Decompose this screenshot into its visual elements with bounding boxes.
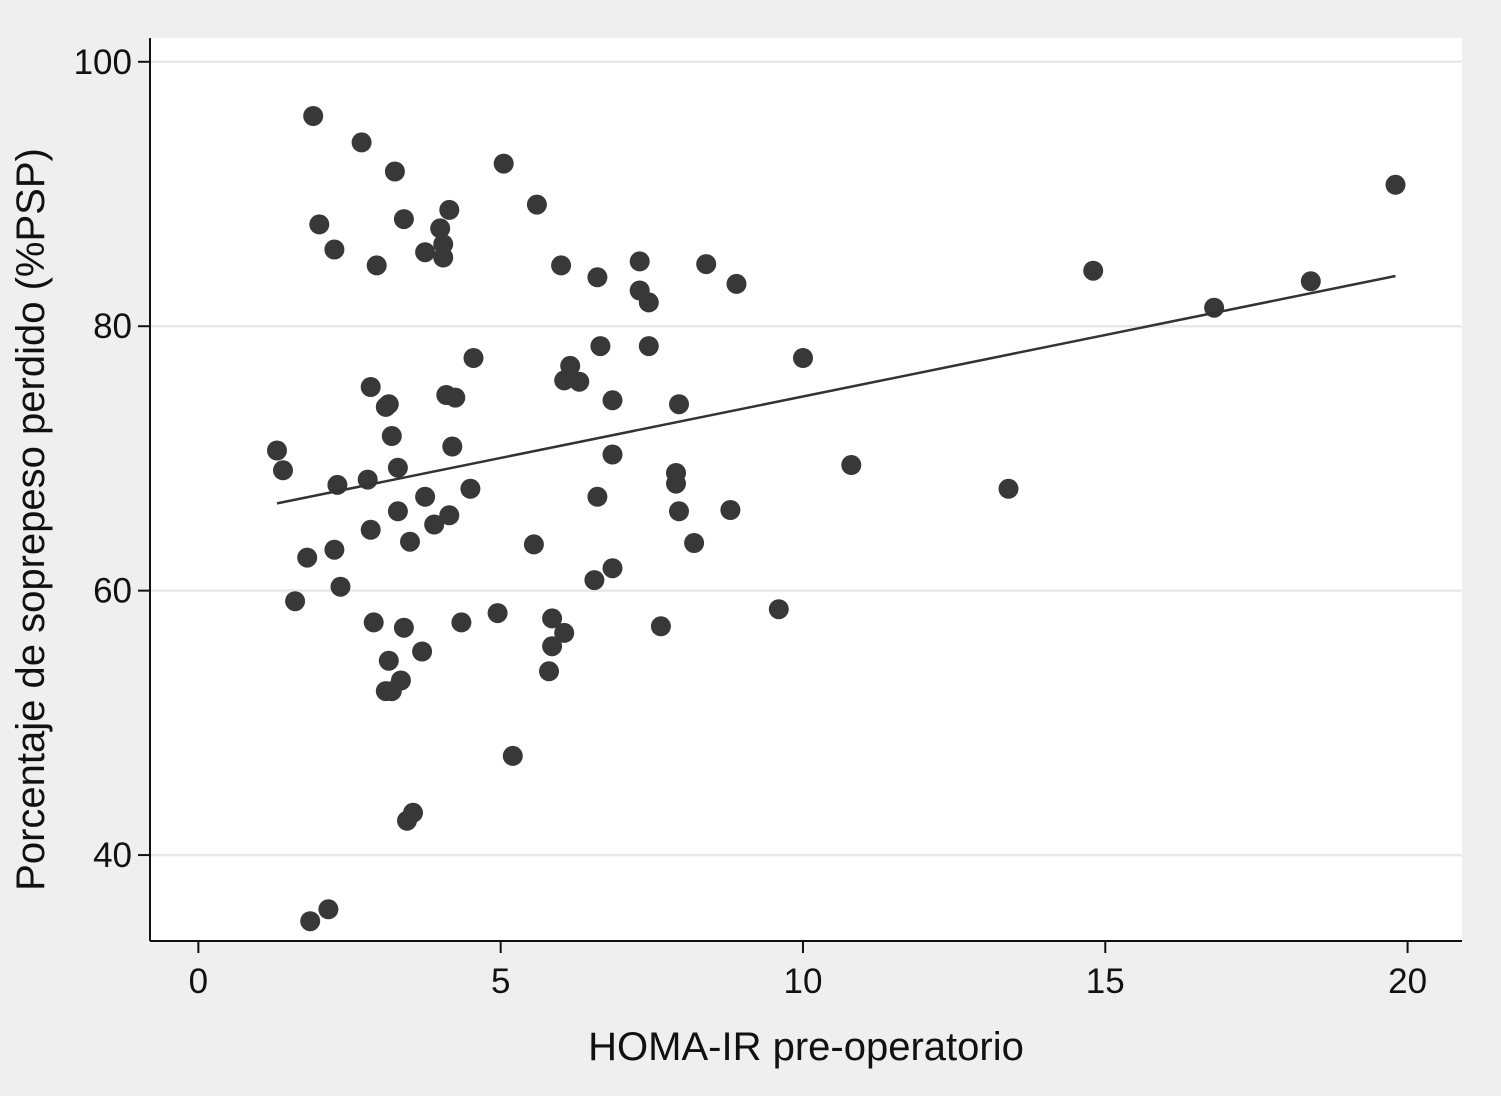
data-point	[412, 641, 433, 662]
x-tick-label-5: 5	[491, 962, 510, 1001]
data-point	[273, 460, 293, 481]
data-point	[696, 254, 717, 275]
data-point	[793, 348, 813, 368]
y-axis-ticks: 40 60 80 100	[74, 43, 150, 875]
data-point	[584, 570, 605, 591]
data-point	[393, 617, 414, 638]
data-point	[650, 616, 671, 637]
y-tick-label-60: 60	[93, 572, 132, 611]
data-point	[602, 444, 623, 465]
data-point	[439, 505, 460, 526]
data-point	[390, 670, 411, 691]
data-point	[387, 457, 408, 478]
data-point	[360, 377, 381, 397]
data-point	[602, 390, 623, 411]
data-point	[442, 436, 463, 457]
data-point	[841, 455, 862, 475]
data-point	[638, 336, 659, 357]
data-point	[363, 612, 384, 633]
data-point	[998, 478, 1019, 499]
data-point	[463, 348, 484, 368]
data-points	[267, 106, 1406, 932]
data-point	[542, 636, 563, 657]
data-point	[303, 106, 324, 126]
data-point	[378, 650, 399, 671]
data-point	[360, 519, 381, 540]
data-point	[309, 214, 330, 235]
data-point	[285, 591, 306, 612]
data-point	[666, 473, 686, 494]
data-point	[381, 426, 402, 446]
data-point	[526, 194, 547, 215]
axes	[149, 38, 1462, 942]
y-axis-title: Porcentaje de soprepeso perdido (%PSP)	[9, 148, 53, 891]
data-point	[669, 501, 689, 522]
data-point	[539, 661, 559, 682]
data-point	[669, 394, 689, 415]
data-point	[433, 247, 454, 268]
data-point	[1300, 271, 1321, 292]
data-point	[451, 612, 472, 633]
data-point	[460, 478, 481, 499]
fit-line	[276, 274, 1396, 505]
gridlines	[150, 60, 1462, 857]
data-point	[393, 209, 414, 230]
data-point	[629, 251, 650, 272]
data-point	[300, 911, 321, 932]
data-point	[1385, 174, 1406, 195]
data-point	[297, 547, 318, 568]
data-point	[542, 608, 563, 629]
data-point	[569, 371, 590, 392]
y-tick-label-40: 40	[93, 836, 132, 875]
data-point	[318, 899, 339, 920]
data-point	[400, 531, 420, 552]
data-point	[602, 558, 623, 579]
y-tick-label-100: 100	[74, 43, 132, 82]
data-point	[403, 802, 423, 823]
x-tick-label-20: 20	[1388, 962, 1427, 1001]
data-point	[439, 199, 460, 220]
data-point	[502, 745, 523, 766]
data-point	[351, 132, 372, 153]
x-tick-label-0: 0	[189, 962, 208, 1001]
data-point	[638, 292, 659, 313]
data-point	[551, 255, 572, 276]
data-point	[324, 539, 345, 560]
y-tick-label-80: 80	[93, 307, 132, 346]
data-point	[366, 255, 387, 276]
data-point	[415, 486, 436, 507]
x-tick-label-10: 10	[784, 962, 823, 1001]
data-point	[487, 603, 508, 624]
data-point	[267, 440, 287, 461]
data-point	[424, 514, 445, 535]
data-point	[590, 336, 611, 357]
data-point	[768, 599, 789, 620]
data-point	[560, 355, 581, 376]
data-point	[430, 218, 451, 239]
data-point	[720, 500, 741, 520]
data-point	[384, 161, 405, 182]
data-point	[378, 394, 399, 415]
data-point	[1083, 260, 1104, 281]
data-point	[726, 273, 747, 294]
x-tick-label-15: 15	[1086, 962, 1125, 1001]
data-point	[587, 267, 608, 288]
data-point	[330, 576, 351, 597]
data-point	[324, 239, 345, 260]
x-axis-title: HOMA-IR pre-operatorio	[588, 1025, 1024, 1069]
data-point	[445, 387, 466, 408]
data-point	[523, 534, 544, 555]
data-point	[415, 242, 436, 263]
data-point	[493, 153, 514, 174]
data-point	[587, 486, 608, 507]
x-axis-ticks: 0 5 10 15 20	[189, 941, 1427, 1001]
data-point	[684, 533, 705, 553]
data-point	[554, 622, 575, 643]
data-point	[387, 501, 408, 522]
